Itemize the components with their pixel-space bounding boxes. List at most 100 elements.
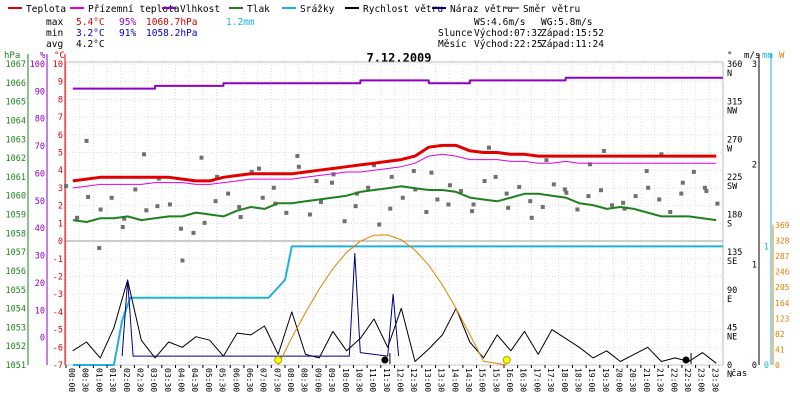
x-tick-label: 20:00 (615, 368, 624, 392)
x-tick-label: 15:30 (491, 368, 500, 392)
series-tlak (72, 185, 717, 223)
wind-direction-mark (540, 204, 545, 209)
temp-tick: 10 (53, 60, 63, 70)
x-tick-label: 22:00 (669, 368, 678, 392)
temp-tick: 9 (58, 78, 63, 88)
wind-direction-mark (284, 210, 289, 215)
hpa-tick: 1066 (6, 79, 26, 89)
pct-tick: 30 (35, 252, 45, 262)
hpa-tick: 1051 (6, 361, 26, 371)
sun-tick: 287 (775, 252, 790, 261)
wind-direction-mark (668, 209, 673, 214)
x-tick-label: 08:30 (300, 368, 309, 392)
wind-direction-mark (295, 153, 300, 158)
x-tick-label: 21:30 (656, 368, 665, 392)
wind-direction-mark (307, 212, 312, 217)
wind-tick: 2 (752, 160, 757, 170)
x-tick-label: 00:00 (67, 368, 76, 392)
x-tick-label: 11:00 (368, 368, 377, 392)
wind-sun-block: WS:4.6m/s WG:5.8m/s Slunce Východ:07:32 … (438, 17, 604, 50)
wind-unit: m/s (744, 51, 760, 61)
temp-tick: 3 (58, 184, 63, 194)
x-tick-label: 20:30 (628, 368, 637, 392)
series-vlhkost (72, 76, 723, 90)
x-tick-label: 05:30 (218, 368, 227, 392)
hpa-tick: 1067 (6, 60, 26, 70)
wind-direction-mark (213, 199, 218, 204)
hpa-tick: 1061 (6, 173, 26, 183)
pct-tick: 60 (35, 169, 45, 179)
sunset-marker (502, 356, 511, 364)
wind-direction-mark (64, 184, 68, 189)
wind-direction-mark (353, 204, 358, 209)
wind-direction-mark (715, 201, 720, 206)
x-tick-label: 11:30 (382, 368, 391, 392)
wind-direction-mark (482, 179, 487, 184)
wind-direction-mark (704, 189, 709, 194)
wind-direction-mark (646, 185, 651, 190)
wind-direction-mark (679, 191, 684, 196)
wind-direction-mark (528, 199, 533, 204)
dir-tick: 270 (727, 135, 742, 145)
x-tick-label: 14:00 (450, 368, 459, 392)
hpa-tick: 1058 (6, 229, 26, 239)
x-tick-label: 21:00 (642, 368, 651, 392)
wind-direction-mark (413, 187, 418, 192)
hpa-tick: 1057 (6, 248, 26, 258)
wind-speed-info: WS:4.6m/s (474, 17, 525, 28)
hpa-tick: 1059 (6, 211, 26, 221)
wind-direction-mark (562, 187, 567, 192)
dir-tick: 45 (727, 323, 737, 333)
dir-tick: 135 (727, 248, 742, 258)
pct-tick: 0 (40, 334, 45, 344)
x-tick-label: 17:30 (546, 368, 555, 392)
x-tick-label: 08:00 (286, 368, 295, 392)
dir-unit: ° (727, 51, 732, 61)
wind-tick: 3 (752, 60, 757, 70)
stats-min-label: min (46, 28, 63, 39)
wind-direction-mark (389, 174, 394, 179)
sun-tick: 41 (775, 345, 785, 354)
temp-tick: -4 (53, 308, 63, 318)
wind-direction-mark (470, 209, 475, 214)
legend-label: Teplota (26, 4, 66, 15)
x-tick-label: 23:00 (697, 368, 706, 392)
rain-tick: 1 (764, 242, 769, 252)
stats-max-label: max (46, 17, 63, 28)
hpa-tick: 1053 (6, 323, 26, 333)
hpa-tick: 1052 (6, 342, 26, 352)
hpa-tick: 1064 (6, 116, 26, 126)
sun-tick: 82 (775, 330, 785, 339)
x-tick-label: 18:30 (573, 368, 582, 392)
wind-direction-mark (256, 166, 261, 171)
hpa-tick: 1054 (6, 305, 26, 315)
x-tick-label: 02:30 (135, 368, 144, 392)
wind-direction-mark (226, 191, 231, 196)
series-rychlost-v-tru (72, 279, 717, 364)
sun-rise: Východ:07:32 (474, 28, 543, 39)
dir-tick-sub: W (727, 144, 733, 154)
wind-direction-mark (330, 180, 335, 185)
pct-tick: 50 (35, 197, 45, 207)
legend-label: Tlak (247, 4, 270, 15)
hpa-tick: 1065 (6, 98, 26, 108)
wind-direction-mark (249, 169, 254, 174)
pct-tick: 80 (35, 115, 45, 125)
wind-direction-mark (342, 219, 347, 224)
hpa-tick: 1055 (6, 286, 26, 296)
wind-tick: 1 (752, 261, 757, 271)
x-tick-label: 17:00 (532, 368, 541, 392)
wind-direction-mark (122, 216, 127, 221)
x-axis-title: čas (731, 368, 747, 379)
wind-direction-mark (621, 200, 626, 205)
x-tick-label: 16:30 (519, 368, 528, 392)
x-tick-label: 19:00 (587, 368, 596, 392)
wind-direction-mark (202, 220, 207, 225)
wind-direction-mark (377, 222, 382, 227)
legend-label: Vlhkost (180, 4, 220, 15)
hpa-tick: 1056 (6, 267, 26, 277)
wind-direction-mark (400, 195, 405, 200)
axes: hPa% °C1051105210531054105510561057105810… (4, 51, 790, 380)
dir-tick-sub: NW (727, 107, 738, 117)
